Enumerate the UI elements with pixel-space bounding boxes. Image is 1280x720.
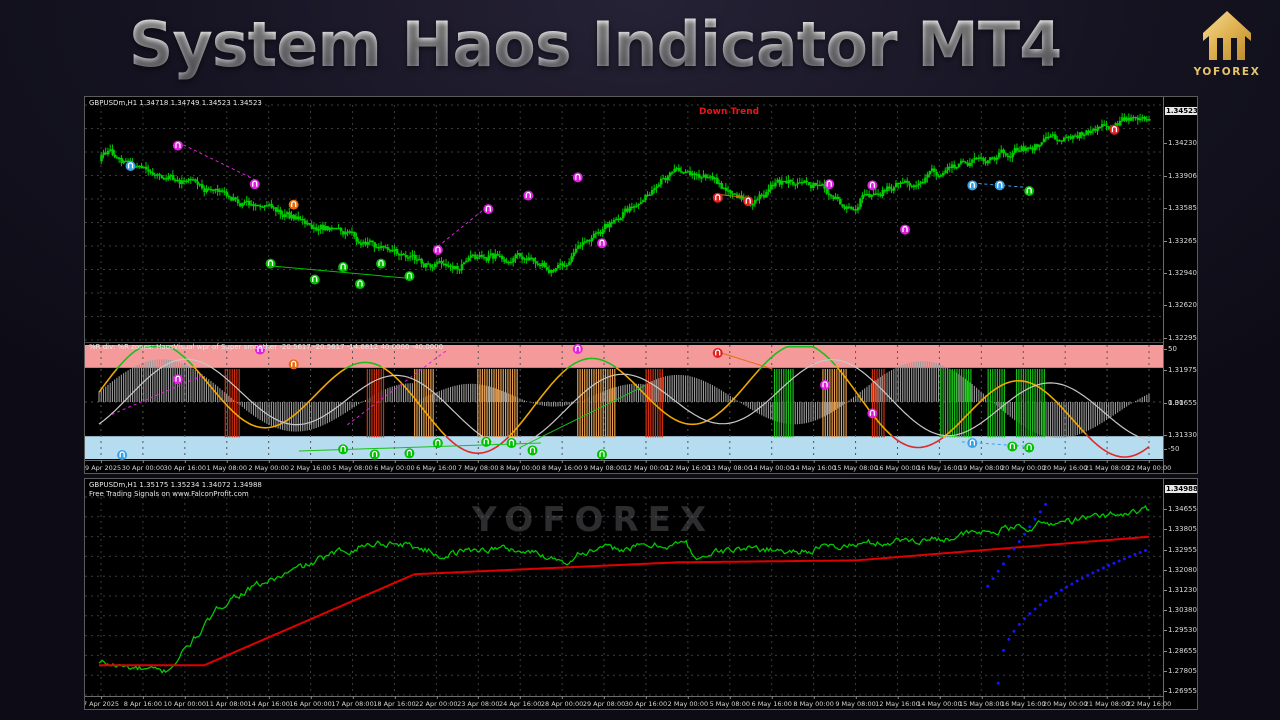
time-tick: 7 May 08:00	[458, 460, 499, 472]
falcon-profit-chart[interactable]: GBPUSDm,H1 1.35175 1.35234 1.34072 1.349…	[84, 478, 1198, 710]
bottom-time-axis[interactable]: 7 Apr 2025 8 Apr 16:00 10 Apr 00:00 11 Apr …	[84, 696, 1171, 709]
time-tick: 16 Apr 00:00	[289, 696, 332, 708]
time-tick: 22 May 16:00	[1126, 696, 1172, 708]
time-tick: 23 Apr 08:00	[457, 696, 500, 708]
top-chart-canvas	[85, 104, 1163, 461]
time-tick: 16 May 16:00	[917, 460, 962, 472]
top-plot-area[interactable]	[85, 97, 1163, 473]
time-tick: 6 May 16:00	[751, 696, 792, 708]
time-tick: 30 Apr 16:00	[163, 460, 207, 472]
page-title: System Haos Indicator MT4	[0, 8, 1190, 82]
bottom-chart-canvas	[85, 496, 1163, 696]
price-tick: 1.32955	[1164, 545, 1197, 554]
watermark-text: YOFOREX	[472, 500, 716, 540]
time-tick: 30 Apr 00:00	[121, 460, 165, 472]
price-tick: 1.32620	[1164, 301, 1197, 310]
arrow-house-icon	[1203, 11, 1251, 60]
price-tick: 1.32940	[1164, 269, 1197, 277]
time-tick: 11 Apr 08:00	[205, 696, 248, 708]
time-tick: 29 Apr 08:00	[582, 696, 626, 708]
time-tick: 9 May 08:00	[835, 696, 876, 708]
time-tick: 24 Apr 16:00	[498, 696, 542, 708]
time-tick: 13 May 08:00	[707, 460, 753, 472]
time-tick: 18 Apr 16:00	[373, 696, 416, 708]
price-tick: 1.34230	[1164, 139, 1197, 148]
time-tick: 29 Apr 2025	[85, 460, 121, 472]
time-tick: 30 Apr 16:00	[624, 696, 668, 708]
time-tick: 22 May 00:00	[1126, 460, 1172, 472]
bottom-symbol-header: GBPUSDm,H1 1.35175 1.35234 1.34072 1.349…	[89, 481, 262, 489]
price-tick: 1.33265	[1164, 236, 1197, 245]
bottom-plot-area[interactable]	[85, 479, 1163, 709]
price-tick: 1.33805	[1164, 525, 1197, 534]
time-tick: 14 May 00:00	[917, 696, 962, 708]
time-tick: 8 May 16:00	[541, 460, 583, 472]
time-tick: 28 Apr 00:00	[540, 696, 584, 708]
price-tick: 1.34988	[1165, 485, 1198, 493]
time-tick: 14 Apr 16:00	[247, 696, 290, 708]
logo-text: YOFOREX	[1193, 66, 1261, 78]
bottom-subtitle: Free Trading Signals on www.FalconProfit…	[89, 490, 249, 498]
indicator-scale-tick: 0.00	[1164, 399, 1184, 407]
time-tick: 20 May 00:00	[1000, 460, 1046, 472]
price-tick: 1.31975	[1164, 366, 1197, 375]
time-tick: 12 May 16:00	[665, 460, 711, 472]
time-tick: 15 May 08:00	[833, 460, 878, 472]
time-tick: 2 May 00:00	[667, 696, 709, 708]
time-tick: 21 May 08:00	[1084, 460, 1130, 472]
time-tick: 2 May 00:00	[248, 460, 289, 472]
price-tick: 1.33906	[1164, 171, 1197, 180]
time-tick: 5 May 08:00	[709, 696, 751, 708]
main-price-chart[interactable]: GBPUSDm,H1 1.34718 1.34749 1.34523 1.345…	[84, 96, 1198, 474]
yoforex-logo: YOFOREX	[1188, 8, 1266, 86]
price-tick: 1.26955	[1164, 687, 1197, 695]
top-symbol-header: GBPUSDm,H1 1.34718 1.34749 1.34523 1.345…	[89, 99, 262, 107]
time-tick: 12 May 16:00	[875, 696, 920, 708]
price-tick: 1.32080	[1164, 565, 1197, 574]
time-tick: 8 May 00:00	[793, 696, 834, 708]
price-tick: 1.32295	[1164, 333, 1197, 342]
time-tick: 14 May 00:00	[749, 460, 795, 472]
price-tick: 1.34523	[1165, 107, 1198, 115]
price-tick: 1.30380	[1164, 606, 1197, 615]
time-tick: 19 May 08:00	[959, 460, 1004, 472]
price-tick: 1.28655	[1164, 646, 1197, 655]
time-tick: 15 May 08:00	[959, 696, 1004, 708]
time-tick: 16 May 16:00	[1000, 696, 1046, 708]
down-trend-label: Down Trend	[699, 107, 760, 117]
top-time-axis[interactable]: 29 Apr 2025 30 Apr 00:00 30 Apr 16:00 1 May…	[85, 460, 1171, 473]
indicator-scale-tick: -50	[1163, 445, 1180, 453]
time-tick: 20 May 16:00	[1042, 460, 1088, 472]
top-price-axis[interactable]: 1.34523 1.34230 1.33906 1.33585 1.33265 1.329…	[1163, 97, 1197, 473]
time-tick: 12 May 00:00	[623, 460, 669, 472]
time-tick: 6 May 00:00	[374, 460, 415, 472]
time-tick: 14 May 16:00	[791, 460, 836, 472]
time-tick: 8 Apr 16:00	[123, 696, 163, 708]
time-tick: 9 May 08:00	[583, 460, 625, 472]
time-tick: 21 May 08:00	[1084, 696, 1130, 708]
price-tick: 1.29530	[1164, 626, 1197, 635]
price-tick: 1.27805	[1164, 666, 1197, 675]
time-tick: 10 Apr 00:00	[163, 696, 207, 708]
time-tick: 5 May 08:00	[332, 460, 373, 472]
time-tick: 2 May 16:00	[290, 460, 331, 472]
time-tick: 1 May 08:00	[206, 460, 247, 472]
time-tick: 6 May 16:00	[416, 460, 457, 472]
page-header: System Haos Indicator MT4 YOFOREX	[0, 0, 1280, 95]
price-tick: 1.31330	[1164, 431, 1197, 439]
time-tick: 20 May 00:00	[1042, 696, 1088, 708]
time-tick: 17 Apr 08:00	[331, 696, 374, 708]
bottom-price-axis[interactable]: 1.34988 1.34655 1.33805 1.32955 1.32080 1.312…	[1163, 479, 1197, 709]
time-tick: 8 May 00:00	[499, 460, 541, 472]
price-tick: 1.34655	[1164, 505, 1197, 514]
indicator-header: %R div: %R zones: HaosVisual wpr of Supe…	[89, 343, 444, 351]
time-tick: 7 Apr 2025	[84, 696, 120, 708]
time-tick: 22 Apr 00:00	[415, 696, 458, 708]
price-tick: 1.33585	[1164, 204, 1197, 213]
indicator-scale-tick: 50	[1164, 345, 1177, 353]
time-tick: 16 May 00:00	[875, 460, 920, 472]
price-tick: 1.31230	[1164, 586, 1197, 594]
